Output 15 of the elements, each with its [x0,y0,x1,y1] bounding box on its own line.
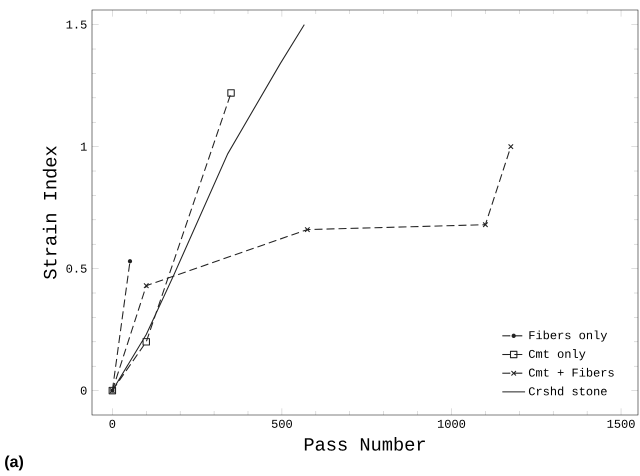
legend-label: Fibers only [529,330,608,342]
y-tick-label: 1.5 [66,20,87,29]
x-tick-label: 1500 [608,420,635,428]
x-tick-label: 1000 [438,420,466,428]
legend-label: Crshd stone [528,386,607,396]
legend-label: Cmt + Fibers [528,368,614,377]
x-axis-title: Pass Number [304,437,425,451]
y-tick-label: 1 [80,142,87,151]
x-tick-label: 0 [109,420,116,428]
y-tick-label: 0 [80,386,87,395]
y-axis-title: Strain Index [42,146,57,280]
legend-label: Cmt only [528,349,586,360]
y-tick-label: 0.5 [66,264,87,273]
x-tick-label: 500 [272,420,292,428]
text: (a) [5,455,24,470]
